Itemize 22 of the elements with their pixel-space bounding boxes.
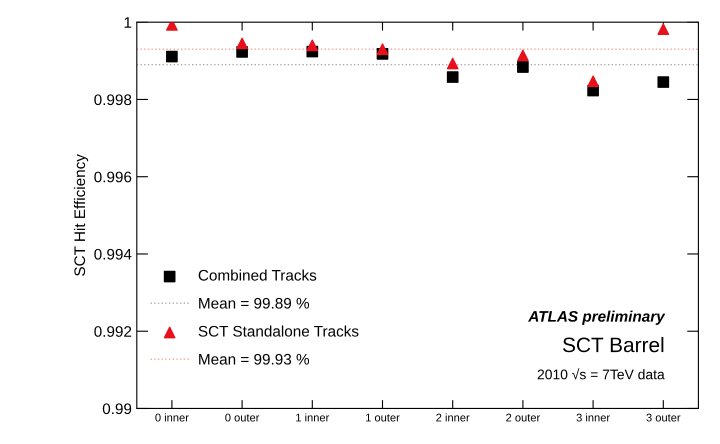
y-tick-label: 0.99 xyxy=(102,403,132,414)
x-tick-label: 0 inner xyxy=(155,413,189,422)
legend-label: Combined Tracks xyxy=(198,269,316,281)
y-tick-label: 0.994 xyxy=(94,248,132,260)
annotation: ATLAS preliminary xyxy=(528,310,666,325)
x-tick-label: 2 inner xyxy=(436,413,470,422)
y-axis-title: SCT Hit Efficiency xyxy=(74,154,88,276)
legend-label: Mean = 99.93 % xyxy=(199,354,310,365)
x-tick-label: 0 outer xyxy=(225,414,260,422)
y-tick-label: 0.996 xyxy=(94,172,132,182)
x-tick-label: 3 inner xyxy=(576,413,610,422)
legend-label: Mean = 99.89 % xyxy=(199,298,310,309)
x-tick-label: 3 outer xyxy=(646,414,680,422)
x-tick-label: 1 inner xyxy=(296,413,330,422)
y-tick-label: 0.998 xyxy=(94,94,132,106)
legend-label: SCT Standalone Tracks xyxy=(198,325,358,337)
y-tick-label: 0.992 xyxy=(94,326,132,337)
y-tick-label: 1 xyxy=(124,17,132,28)
annotation: 2010 √s = 7TeV data xyxy=(538,368,665,380)
x-tick-label: 1 outer xyxy=(366,414,400,422)
x-tick-label: 2 outer xyxy=(506,414,540,422)
annotation: SCT Barrel xyxy=(562,336,664,352)
